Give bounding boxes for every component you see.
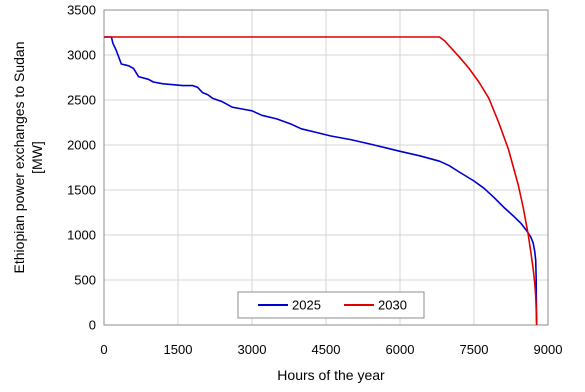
x-tick-label: 0	[100, 342, 107, 357]
x-tick-label: 3000	[238, 342, 267, 357]
y-axis-tick-labels: 0 500 1000 1500 2000 2500 3000 3500	[67, 3, 96, 333]
x-tick-label: 1500	[164, 342, 193, 357]
x-tick-label: 6000	[386, 342, 415, 357]
x-axis-tick-labels: 0 1500 3000 4500 6000 7500 9000	[100, 342, 562, 357]
x-tick-label: 9000	[534, 342, 563, 357]
gridlines	[103, 9, 549, 326]
series-line-2030	[104, 36, 538, 326]
x-tick-label: 7500	[460, 342, 489, 357]
legend-label-2030: 2030	[378, 298, 407, 313]
y-tick-label: 2500	[67, 93, 96, 108]
y-axis-title-line-2: [MW]	[29, 141, 45, 174]
x-tick-label: 4500	[312, 342, 341, 357]
y-axis-title: Ethiopian power exchanges to Sudan [MW]	[11, 42, 45, 274]
series-line-2025	[104, 36, 538, 326]
series-lines	[104, 36, 538, 326]
plot-area-frame	[103, 9, 549, 326]
legend-label-2025: 2025	[292, 298, 321, 313]
y-tick-label: 500	[74, 273, 96, 288]
y-tick-label: 1500	[67, 183, 96, 198]
y-tick-label: 3500	[67, 3, 96, 18]
y-axis-title-line-1: Ethiopian power exchanges to Sudan	[11, 42, 27, 274]
y-tick-label: 2000	[67, 138, 96, 153]
y-tick-label: 3000	[67, 48, 96, 63]
y-tick-label: 0	[89, 318, 96, 333]
legend: 2025 2030	[237, 291, 425, 319]
x-axis-title: Hours of the year	[277, 367, 385, 383]
y-tick-label: 1000	[67, 228, 96, 243]
